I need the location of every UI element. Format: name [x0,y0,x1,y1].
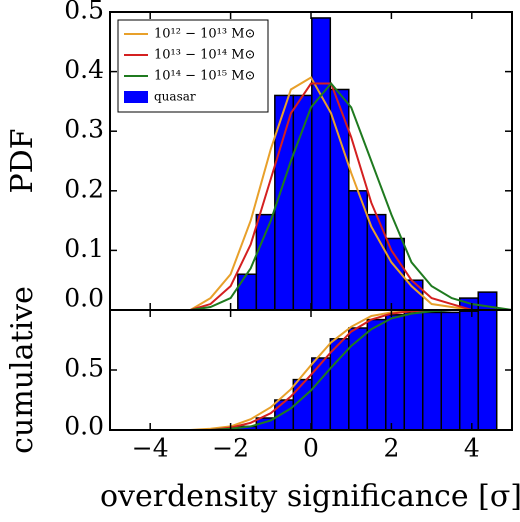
legend-swatch [124,91,148,103]
bar [366,318,387,431]
bar [385,314,406,431]
bar [348,327,369,431]
x-tick-label: −2 [212,434,249,463]
x-tick-label: 0 [303,434,319,463]
y-tick-label: 0.3 [64,115,104,144]
x-tick-label: 2 [383,434,399,463]
y-tick-label: 0.0 [64,412,104,441]
bar [311,357,332,431]
line [190,81,513,311]
bar [255,213,276,311]
x-axis-label: overdensity significance [σ] [100,479,520,514]
legend-label: 10¹³ − 10¹⁴ M⊙ [154,48,255,63]
legend-label: 10¹⁴ − 10¹⁵ M⊙ [154,69,255,84]
bar [422,311,442,431]
legend-label: 10¹² − 10¹³ M⊙ [154,27,255,42]
bar [311,17,332,311]
x-tick-label: −4 [132,434,169,463]
y-tick-label: 0.4 [64,55,104,84]
y-tick-label: 0.5 [64,354,104,383]
y-tick-label: 0.2 [64,174,104,203]
y-axis-label: cumulative [5,286,40,454]
legend: 10¹² − 10¹³ M⊙ 10¹³ − 10¹⁴ M⊙ 10¹⁴ − 10¹⁵ … [117,19,269,113]
y-tick-label: 0.5 [64,0,104,25]
bar [403,279,424,311]
bar [440,311,461,431]
y-tick-label: 0.1 [64,234,104,263]
bar [458,310,479,431]
bar [403,311,424,431]
bar [274,399,295,431]
bar [477,309,498,431]
line [190,82,512,311]
y-tick-label: 0.0 [64,284,104,313]
x-tick-label: 4 [464,434,480,463]
legend-label: quasar [154,90,196,104]
line [189,76,512,311]
bar [237,273,258,311]
y-axis-label: PDF [5,128,40,193]
